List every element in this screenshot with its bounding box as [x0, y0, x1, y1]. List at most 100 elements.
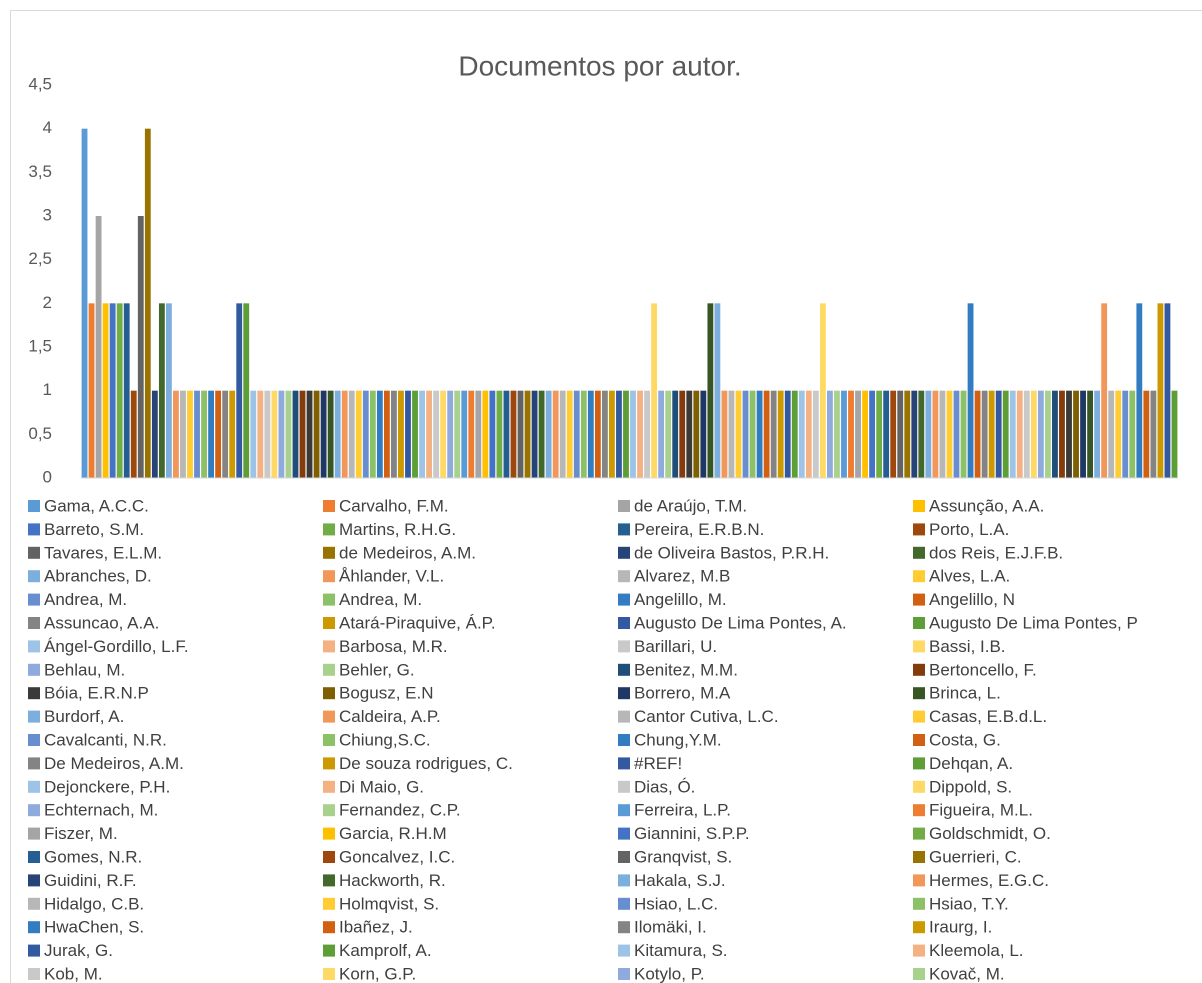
legend-swatch	[913, 874, 925, 887]
bar	[594, 390, 601, 478]
y-tick-label: 0	[43, 467, 52, 486]
legend-swatch	[28, 617, 40, 629]
legend-label: Barreto, S.M.	[44, 520, 144, 539]
legend-swatch	[323, 710, 335, 723]
legend-label: Assuncao, A.A.	[44, 613, 159, 632]
bar	[419, 390, 425, 478]
bar	[1059, 390, 1065, 478]
bar	[742, 390, 749, 478]
legend-label: Di Maio, G.	[339, 777, 424, 796]
legend-swatch	[323, 851, 335, 863]
legend-label: Hermes, E.G.C.	[929, 871, 1049, 890]
legend-label: Ilomäki, I.	[634, 918, 707, 937]
bar	[672, 390, 679, 478]
bar	[728, 390, 735, 478]
bar	[524, 390, 531, 478]
legend-label: Ferreira, L.P.	[634, 801, 731, 820]
legend-swatch	[913, 921, 925, 934]
bar	[1143, 390, 1150, 478]
bar	[1094, 390, 1101, 478]
legend-swatch	[28, 851, 40, 863]
bar	[187, 390, 193, 478]
bar	[1101, 303, 1108, 478]
bar	[791, 390, 798, 478]
bar	[1122, 390, 1129, 478]
legend-swatch	[28, 687, 40, 700]
legend-swatch	[618, 640, 630, 653]
legend-swatch	[913, 523, 925, 536]
bar	[784, 390, 791, 478]
legend-swatch	[913, 734, 925, 746]
bar	[1087, 390, 1094, 478]
bar	[763, 390, 770, 478]
bar	[1164, 303, 1171, 478]
bar	[735, 390, 742, 478]
legend-label: Bóia, E.R.N.P	[44, 684, 149, 703]
legend-label: Hackworth, R.	[339, 871, 446, 890]
legend-swatch	[323, 921, 335, 934]
bar	[876, 390, 883, 478]
bar	[953, 390, 960, 478]
bar	[229, 390, 236, 478]
legend-swatch	[618, 523, 630, 536]
legend-label: de Oliveira Bastos, P.R.H.	[634, 543, 829, 562]
bar	[1066, 390, 1072, 478]
legend-swatch	[618, 780, 630, 793]
legend-label: Behler, G.	[339, 660, 415, 679]
bar	[320, 390, 327, 478]
legend-swatch	[913, 570, 925, 583]
bar	[81, 128, 88, 478]
legend-label: Atará-Piraquive, Á.P.	[339, 613, 496, 632]
legend-swatch	[28, 500, 40, 512]
legend-swatch	[28, 570, 40, 583]
bar	[327, 390, 334, 478]
legend-label: Åhlander, V.L.	[339, 567, 444, 586]
legend-swatch	[913, 687, 925, 700]
bar	[510, 390, 517, 478]
bar	[215, 390, 222, 478]
bar	[918, 390, 925, 478]
chart-title: Documentos por autor.	[458, 50, 741, 81]
bar	[222, 390, 229, 478]
legend-swatch	[323, 968, 335, 980]
legend-label: Dejonckere, P.H.	[44, 777, 170, 796]
y-tick-label: 2	[43, 293, 52, 312]
legend-swatch	[618, 500, 630, 512]
legend-swatch	[618, 617, 630, 629]
legend-label: Angelillo, N	[929, 590, 1015, 609]
bar	[981, 390, 988, 478]
legend-label: Borrero, M.A	[634, 684, 731, 703]
legend-label: Kleemola, L.	[929, 941, 1024, 960]
legend-swatch	[618, 944, 630, 957]
bar	[433, 390, 440, 478]
bar	[1009, 390, 1016, 478]
bar	[862, 390, 868, 478]
bar	[904, 390, 911, 478]
bar	[1037, 390, 1044, 478]
bar	[405, 390, 411, 478]
legend-swatch	[28, 734, 40, 746]
bar	[461, 390, 468, 478]
legend-swatch	[323, 827, 335, 840]
legend-label: Guerrieri, C.	[929, 847, 1022, 866]
bar	[236, 303, 243, 478]
legend-label: Abranches, D.	[44, 567, 152, 586]
legend-label: Cantor Cutiva, L.C.	[634, 707, 779, 726]
legend-label: Garcia, R.H.M	[339, 824, 447, 843]
legend-label: Ángel-Gordillo, L.F.	[44, 637, 189, 656]
legend-swatch	[28, 640, 40, 653]
bar	[130, 390, 137, 478]
bar	[819, 303, 826, 478]
legend-swatch	[323, 500, 335, 512]
chart-border	[10, 10, 1202, 983]
bar	[566, 390, 573, 478]
legend-label: Angelillo, M.	[634, 590, 727, 609]
bar	[1171, 390, 1178, 478]
legend-label: De souza rodrigues, C.	[339, 754, 513, 773]
legend-label: Kitamura, S.	[634, 941, 728, 960]
bar	[1073, 390, 1079, 478]
bar	[243, 303, 250, 478]
legend-swatch	[913, 710, 925, 723]
bar	[967, 303, 974, 478]
